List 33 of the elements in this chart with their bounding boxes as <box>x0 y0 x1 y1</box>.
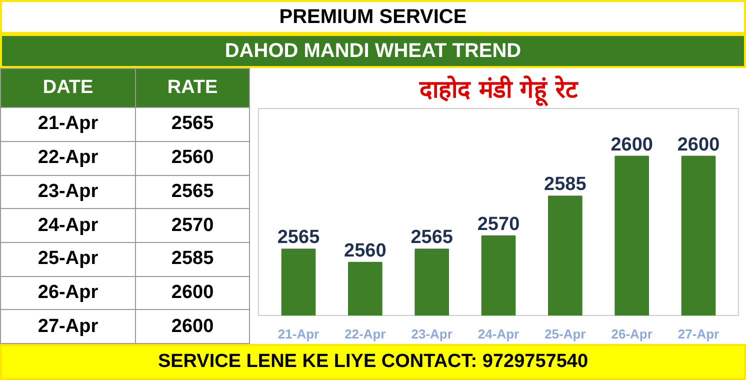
text: RATE <box>136 68 250 108</box>
x-tick-label: 25-Apr <box>544 326 586 342</box>
chart-title: दाहोद मंडी गेहूं रेट <box>418 76 579 106</box>
data-label: 2565 <box>277 227 320 248</box>
text: SERVICE LENE KE LIYE CONTACT: 9729757540 <box>0 344 746 380</box>
category-label: 24-Apr <box>38 214 98 236</box>
x-tick-label: 22-Apr <box>344 326 386 342</box>
category-label: 26-Apr <box>38 282 98 303</box>
x-tick-label: 26-Apr <box>611 326 652 342</box>
x-tick-label: 27-Apr <box>678 326 720 342</box>
chart-subtitle: DAHOD MANDI WHEAT TREND <box>0 34 746 68</box>
x-tick-label: 24-Apr <box>478 326 520 342</box>
x-tick-label: 21-Apr <box>278 326 320 342</box>
text: 2585 <box>171 248 214 270</box>
text: PREMIUM SERVICE <box>0 0 746 34</box>
category-label: 23-Apr <box>38 180 98 202</box>
data-label: 2565 <box>410 227 454 248</box>
text: 2600 <box>171 316 214 337</box>
text: 2600 <box>171 282 214 303</box>
data-label: 2600 <box>610 134 653 156</box>
text: DATE <box>0 68 136 108</box>
text: 2560 <box>171 147 214 168</box>
text: 2565 <box>171 180 214 202</box>
text: 2565 <box>171 113 214 134</box>
category-label: 25-Apr <box>38 248 98 270</box>
category-label: 22-Apr <box>38 147 98 168</box>
data-label: 2600 <box>677 134 720 156</box>
data-label: 2560 <box>344 240 386 262</box>
data-label: 2570 <box>477 214 520 235</box>
text: 2570 <box>171 214 214 236</box>
data-label: 2585 <box>544 174 587 196</box>
category-label: 21-Apr <box>38 113 98 134</box>
x-tick-label: 23-Apr <box>411 326 452 342</box>
